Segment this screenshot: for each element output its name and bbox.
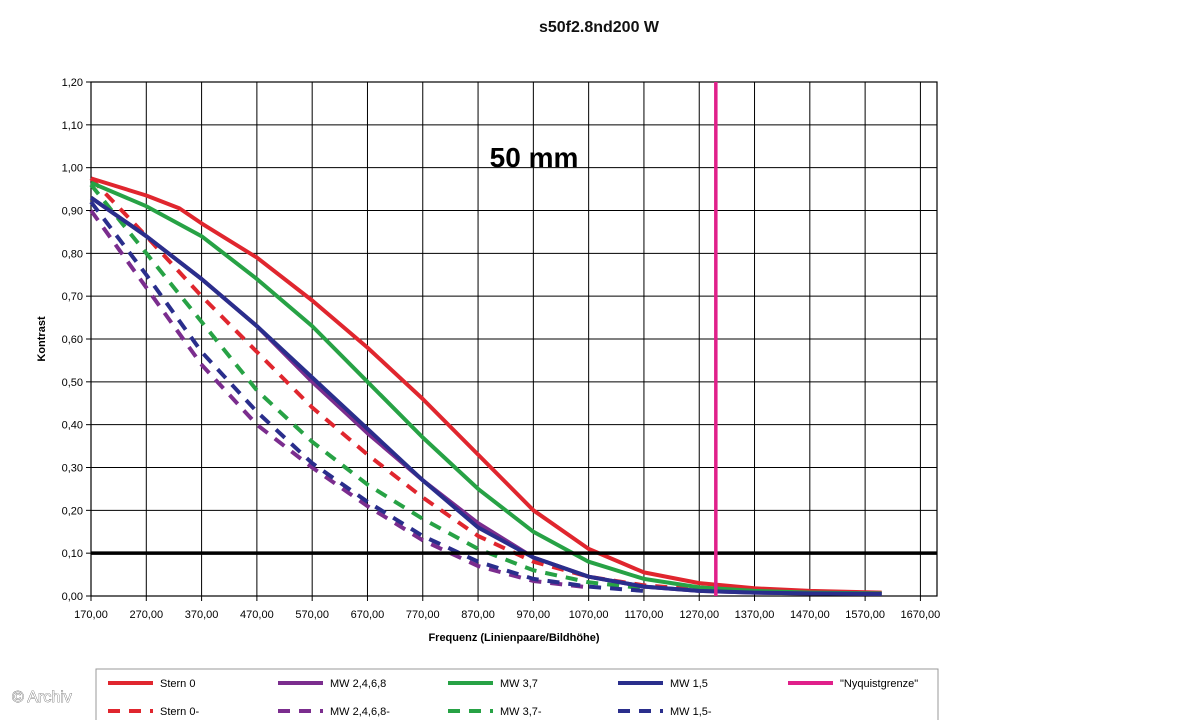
legend-label: MW 1,5- [670, 706, 712, 718]
legend: Stern 0 MW 2,4,6,8 MW 3,7 MW 1,5 "Nyquistgre… [108, 678, 918, 718]
series-line-stern-0 [90, 176, 882, 595]
legend-label: MW 1,5 [670, 678, 708, 690]
x-tick-label: 1070,00 [569, 609, 609, 621]
series-line-mw-3-7 [90, 180, 882, 596]
chart-annotation: 50 mm [490, 142, 579, 173]
y-tick-label: 0,50 [62, 377, 83, 389]
y-tick-label: 0,00 [62, 591, 83, 603]
x-tick-label: 1370,00 [735, 609, 775, 621]
chart-title: s50f2.8nd200 W [539, 19, 660, 36]
watermark: © Archiv [12, 689, 72, 706]
y-tick-label: 0,40 [62, 420, 83, 432]
series-line-mw-1-5 [89, 195, 882, 596]
legend-label: MW 3,7 [500, 678, 538, 690]
x-axis-title: Frequenz (Linienpaare/Bildhöhe) [428, 632, 599, 644]
y-axis-title: Kontrast [36, 316, 48, 362]
x-tick-label: 1270,00 [679, 609, 719, 621]
x-tick-label: 1670,00 [901, 609, 941, 621]
x-axis-ticks: 170,00 270,00 370,00 470,00 570,00 670,00 770,… [74, 596, 940, 621]
legend-label: Stern 0 [160, 678, 195, 690]
x-tick-label: 1470,00 [790, 609, 830, 621]
x-tick-label: 470,00 [240, 609, 274, 621]
x-tick-label: 170,00 [74, 609, 108, 621]
x-tick-label: 970,00 [517, 609, 551, 621]
series-line-mw-1-5-dashed [89, 200, 645, 593]
x-tick-label: 870,00 [461, 609, 495, 621]
legend-box [95, 668, 939, 720]
y-tick-label: 1,00 [62, 163, 83, 175]
y-axis-ticks: 0,00 0,10 0,20 0,30 0,40 0,50 0,60 0,70 0,80 0,90… [62, 77, 91, 603]
x-tick-label: 1170,00 [624, 609, 663, 621]
y-tick-label: 0,70 [62, 291, 83, 303]
y-tick-label: 1,10 [62, 120, 83, 132]
y-tick-label: 0,90 [62, 206, 83, 218]
y-tick-label: 0,20 [62, 505, 83, 517]
x-tick-label: 670,00 [351, 609, 385, 621]
x-tick-label: 370,00 [185, 609, 219, 621]
x-tick-label: 770,00 [406, 609, 440, 621]
y-tick-label: 1,20 [62, 77, 83, 89]
legend-label: MW 2,4,6,8 [330, 678, 386, 690]
y-tick-label: 0,30 [62, 463, 83, 475]
x-tick-label: 270,00 [129, 609, 163, 621]
legend-label: Stern 0- [160, 706, 199, 718]
series-line-mw-3-7-dashed [89, 183, 645, 591]
legend-label: MW 3,7- [500, 706, 542, 718]
series-lines [89, 82, 937, 596]
y-tick-label: 0,80 [62, 248, 83, 260]
legend-label: MW 2,4,6,8- [330, 706, 390, 718]
y-tick-label: 0,60 [62, 334, 83, 346]
y-tick-label: 0,10 [62, 548, 83, 560]
legend-label: "Nyquistgrenze" [840, 678, 918, 690]
x-tick-label: 1570,00 [845, 609, 885, 621]
x-tick-label: 570,00 [295, 609, 329, 621]
